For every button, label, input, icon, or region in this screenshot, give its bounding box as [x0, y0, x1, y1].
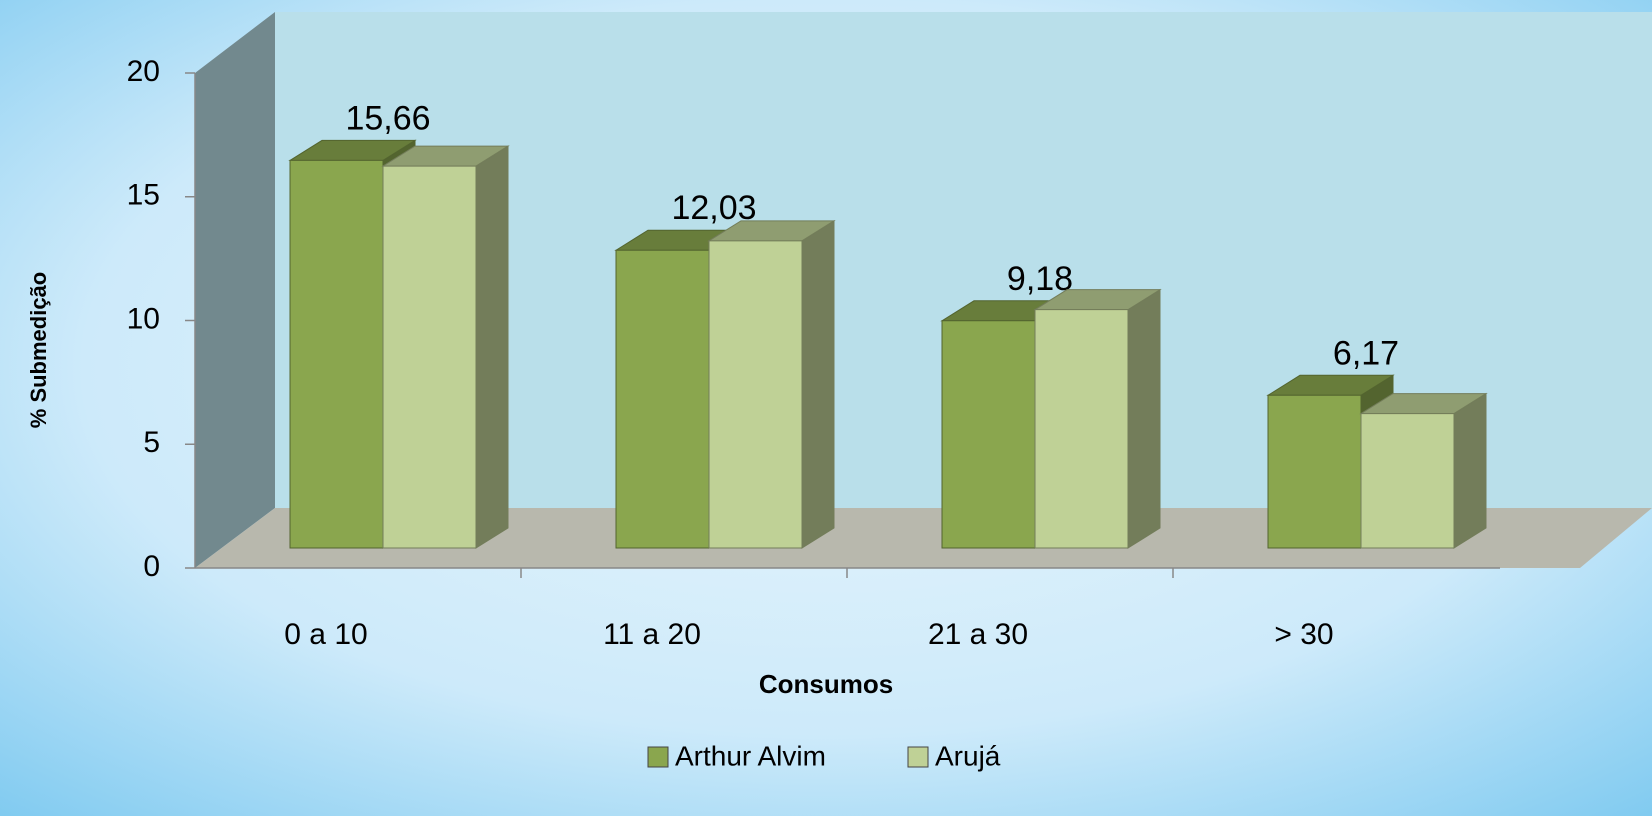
bar-face [708, 240, 803, 549]
y-tick-label: 0 [143, 550, 160, 583]
x-tick-label: > 30 [1274, 618, 1333, 651]
data-label: 15,66 [345, 99, 430, 137]
x-tick-label: 0 a 10 [284, 618, 367, 651]
x-tick-label: 11 a 20 [603, 618, 701, 651]
data-label: 9,18 [1007, 260, 1073, 298]
legend-swatch [647, 746, 669, 768]
legend-swatch [907, 746, 929, 768]
bar-face [941, 320, 1036, 549]
legend-label: Arujá [935, 740, 1001, 771]
x-axis-title: Consumos [759, 669, 893, 699]
bar-face [615, 249, 710, 549]
bar [1033, 288, 1162, 549]
side-wall [195, 12, 275, 568]
bar-face [1034, 309, 1129, 549]
bar [381, 145, 510, 549]
y-tick-label: 20 [127, 55, 160, 88]
bar-face [475, 145, 509, 549]
y-axis-title: % Submedição [26, 272, 51, 428]
data-label: 6,17 [1333, 334, 1399, 372]
y-tick-label: 15 [127, 179, 160, 212]
bar [707, 219, 836, 549]
bar-face [1127, 288, 1161, 549]
x-tick-label: 21 a 30 [928, 618, 1028, 651]
bar-face [289, 159, 384, 549]
y-tick-label: 5 [143, 426, 160, 459]
bar [1359, 392, 1488, 549]
bar-face [801, 219, 835, 549]
bar-face [382, 165, 477, 549]
bar-face [1360, 413, 1455, 549]
legend-label: Arthur Alvim [675, 740, 826, 771]
y-tick-label: 10 [127, 302, 160, 335]
bar-face [1267, 394, 1362, 549]
bar-face [1453, 392, 1487, 549]
